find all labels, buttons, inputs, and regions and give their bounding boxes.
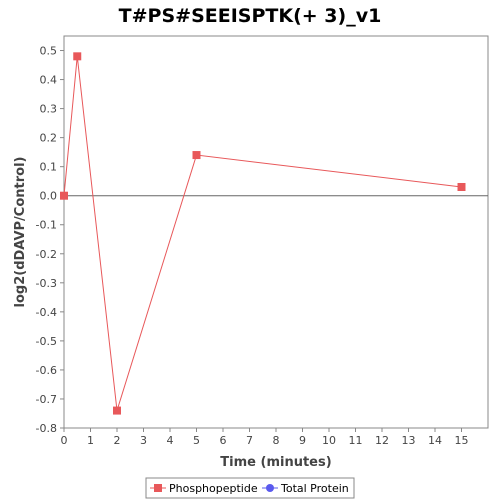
y-tick-label: 0.4 [40, 74, 58, 87]
y-tick-label: -0.7 [36, 393, 57, 406]
y-tick-label: 0.1 [40, 161, 58, 174]
x-axis: 0 1 2 3 4 5 6 7 8 9 10 11 12 13 14 15 [61, 428, 469, 447]
y-tick-label: -0.4 [36, 306, 57, 319]
x-tick-label: 4 [167, 434, 174, 447]
y-tick-label: 0.5 [40, 45, 58, 58]
x-tick-label: 5 [193, 434, 200, 447]
y-tick-label: 0.2 [40, 132, 58, 145]
legend-marker-phosphopeptide [154, 484, 162, 492]
x-tick-label: 15 [455, 434, 469, 447]
x-tick-label: 7 [246, 434, 253, 447]
x-tick-label: 6 [220, 434, 227, 447]
data-point-phosphopeptide [73, 52, 82, 61]
plot-area [63, 35, 489, 429]
x-tick-label: 3 [140, 434, 147, 447]
data-point-phosphopeptide [457, 182, 466, 191]
x-tick-label: 8 [273, 434, 280, 447]
y-tick-label: -0.3 [36, 277, 57, 290]
x-axis-label: Time (minutes) [220, 455, 331, 470]
y-tick-label: -0.8 [36, 422, 57, 435]
chart-title: T#PS#SEEISPTK(+ 3)_v1 [119, 5, 382, 27]
x-tick-label: 14 [428, 434, 442, 447]
series-layer [60, 52, 466, 415]
y-tick-label: -0.6 [36, 364, 57, 377]
y-axis: -0.8 -0.7 -0.6 -0.5 -0.4 -0.3 -0.2 -0.1 0.0 0.1 0.… [36, 45, 64, 435]
x-tick-label: 10 [322, 434, 336, 447]
x-tick-label: 13 [402, 434, 416, 447]
data-point-phosphopeptide [60, 191, 68, 200]
x-tick-label: 1 [87, 434, 94, 447]
y-tick-label: -0.1 [36, 219, 57, 232]
y-tick-label: 0.3 [40, 103, 58, 116]
legend-label-phosphopeptide: Phosphopeptide [169, 482, 258, 495]
y-tick-label: 0.0 [40, 190, 58, 203]
data-point-phosphopeptide [192, 151, 201, 160]
y-axis-label: log2(dDAVP/Control) [13, 157, 28, 308]
legend-item-total-protein: Total Protein [262, 482, 349, 495]
y-tick-label: -0.2 [36, 248, 57, 261]
x-tick-label: 9 [299, 434, 306, 447]
legend-item-phosphopeptide: Phosphopeptide [150, 482, 258, 495]
x-tick-label: 11 [349, 434, 363, 447]
legend [145, 477, 355, 499]
x-tick-label: 2 [114, 434, 121, 447]
x-tick-label: 12 [375, 434, 389, 447]
legend-marker-total-protein [266, 484, 274, 492]
legend-label-total-protein: Total Protein [280, 482, 349, 495]
x-tick-label: 0 [61, 434, 68, 447]
y-tick-label: -0.5 [36, 335, 57, 348]
data-point-phosphopeptide [113, 406, 121, 415]
